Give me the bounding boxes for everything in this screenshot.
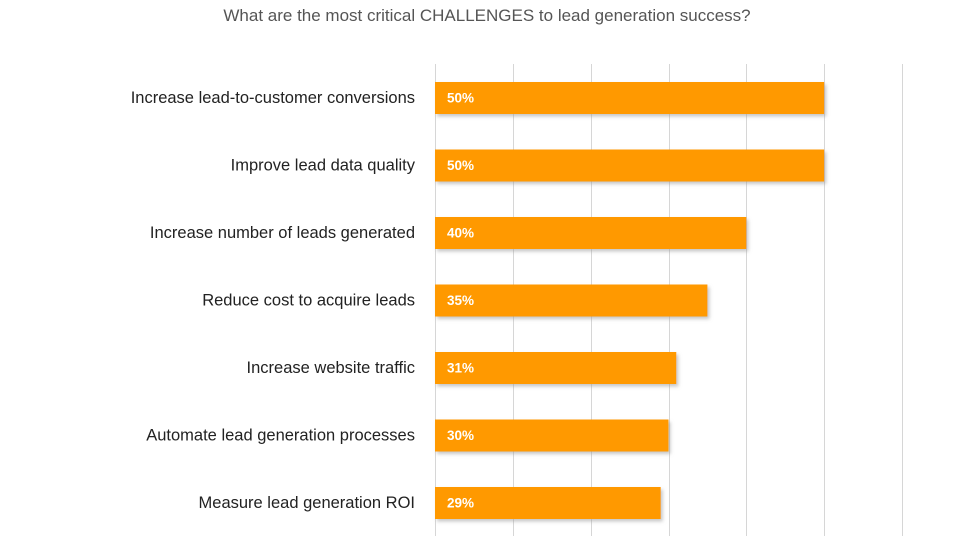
data-label: 29% (447, 496, 474, 511)
bar (435, 487, 661, 519)
data-label: 35% (447, 293, 474, 308)
category-label: Increase website traffic (247, 359, 415, 377)
bars (435, 82, 825, 519)
bar (435, 217, 747, 249)
category-label: Automate lead generation processes (146, 427, 415, 445)
category-label: Increase number of leads generated (150, 224, 415, 242)
value-labels: 50% 50% 40% 35% 31% 30% 29% (447, 91, 474, 511)
category-label: Increase lead-to-customer conversions (131, 89, 415, 107)
bar (435, 82, 825, 114)
category-labels: Increase lead-to-customer conversions Imp… (131, 89, 416, 512)
data-label: 40% (447, 226, 474, 241)
category-label: Improve lead data quality (231, 157, 416, 175)
data-label: 30% (447, 428, 474, 443)
data-label: 50% (447, 91, 474, 106)
bar (435, 149, 825, 182)
category-label: Reduce cost to acquire leads (202, 292, 415, 310)
category-label: Measure lead generation ROI (199, 494, 415, 512)
bar (435, 352, 677, 384)
chart-title: What are the most critical CHALLENGES to… (223, 6, 751, 25)
bar (435, 284, 708, 317)
bar (435, 419, 669, 452)
data-label: 50% (447, 158, 474, 173)
data-label: 31% (447, 361, 474, 376)
